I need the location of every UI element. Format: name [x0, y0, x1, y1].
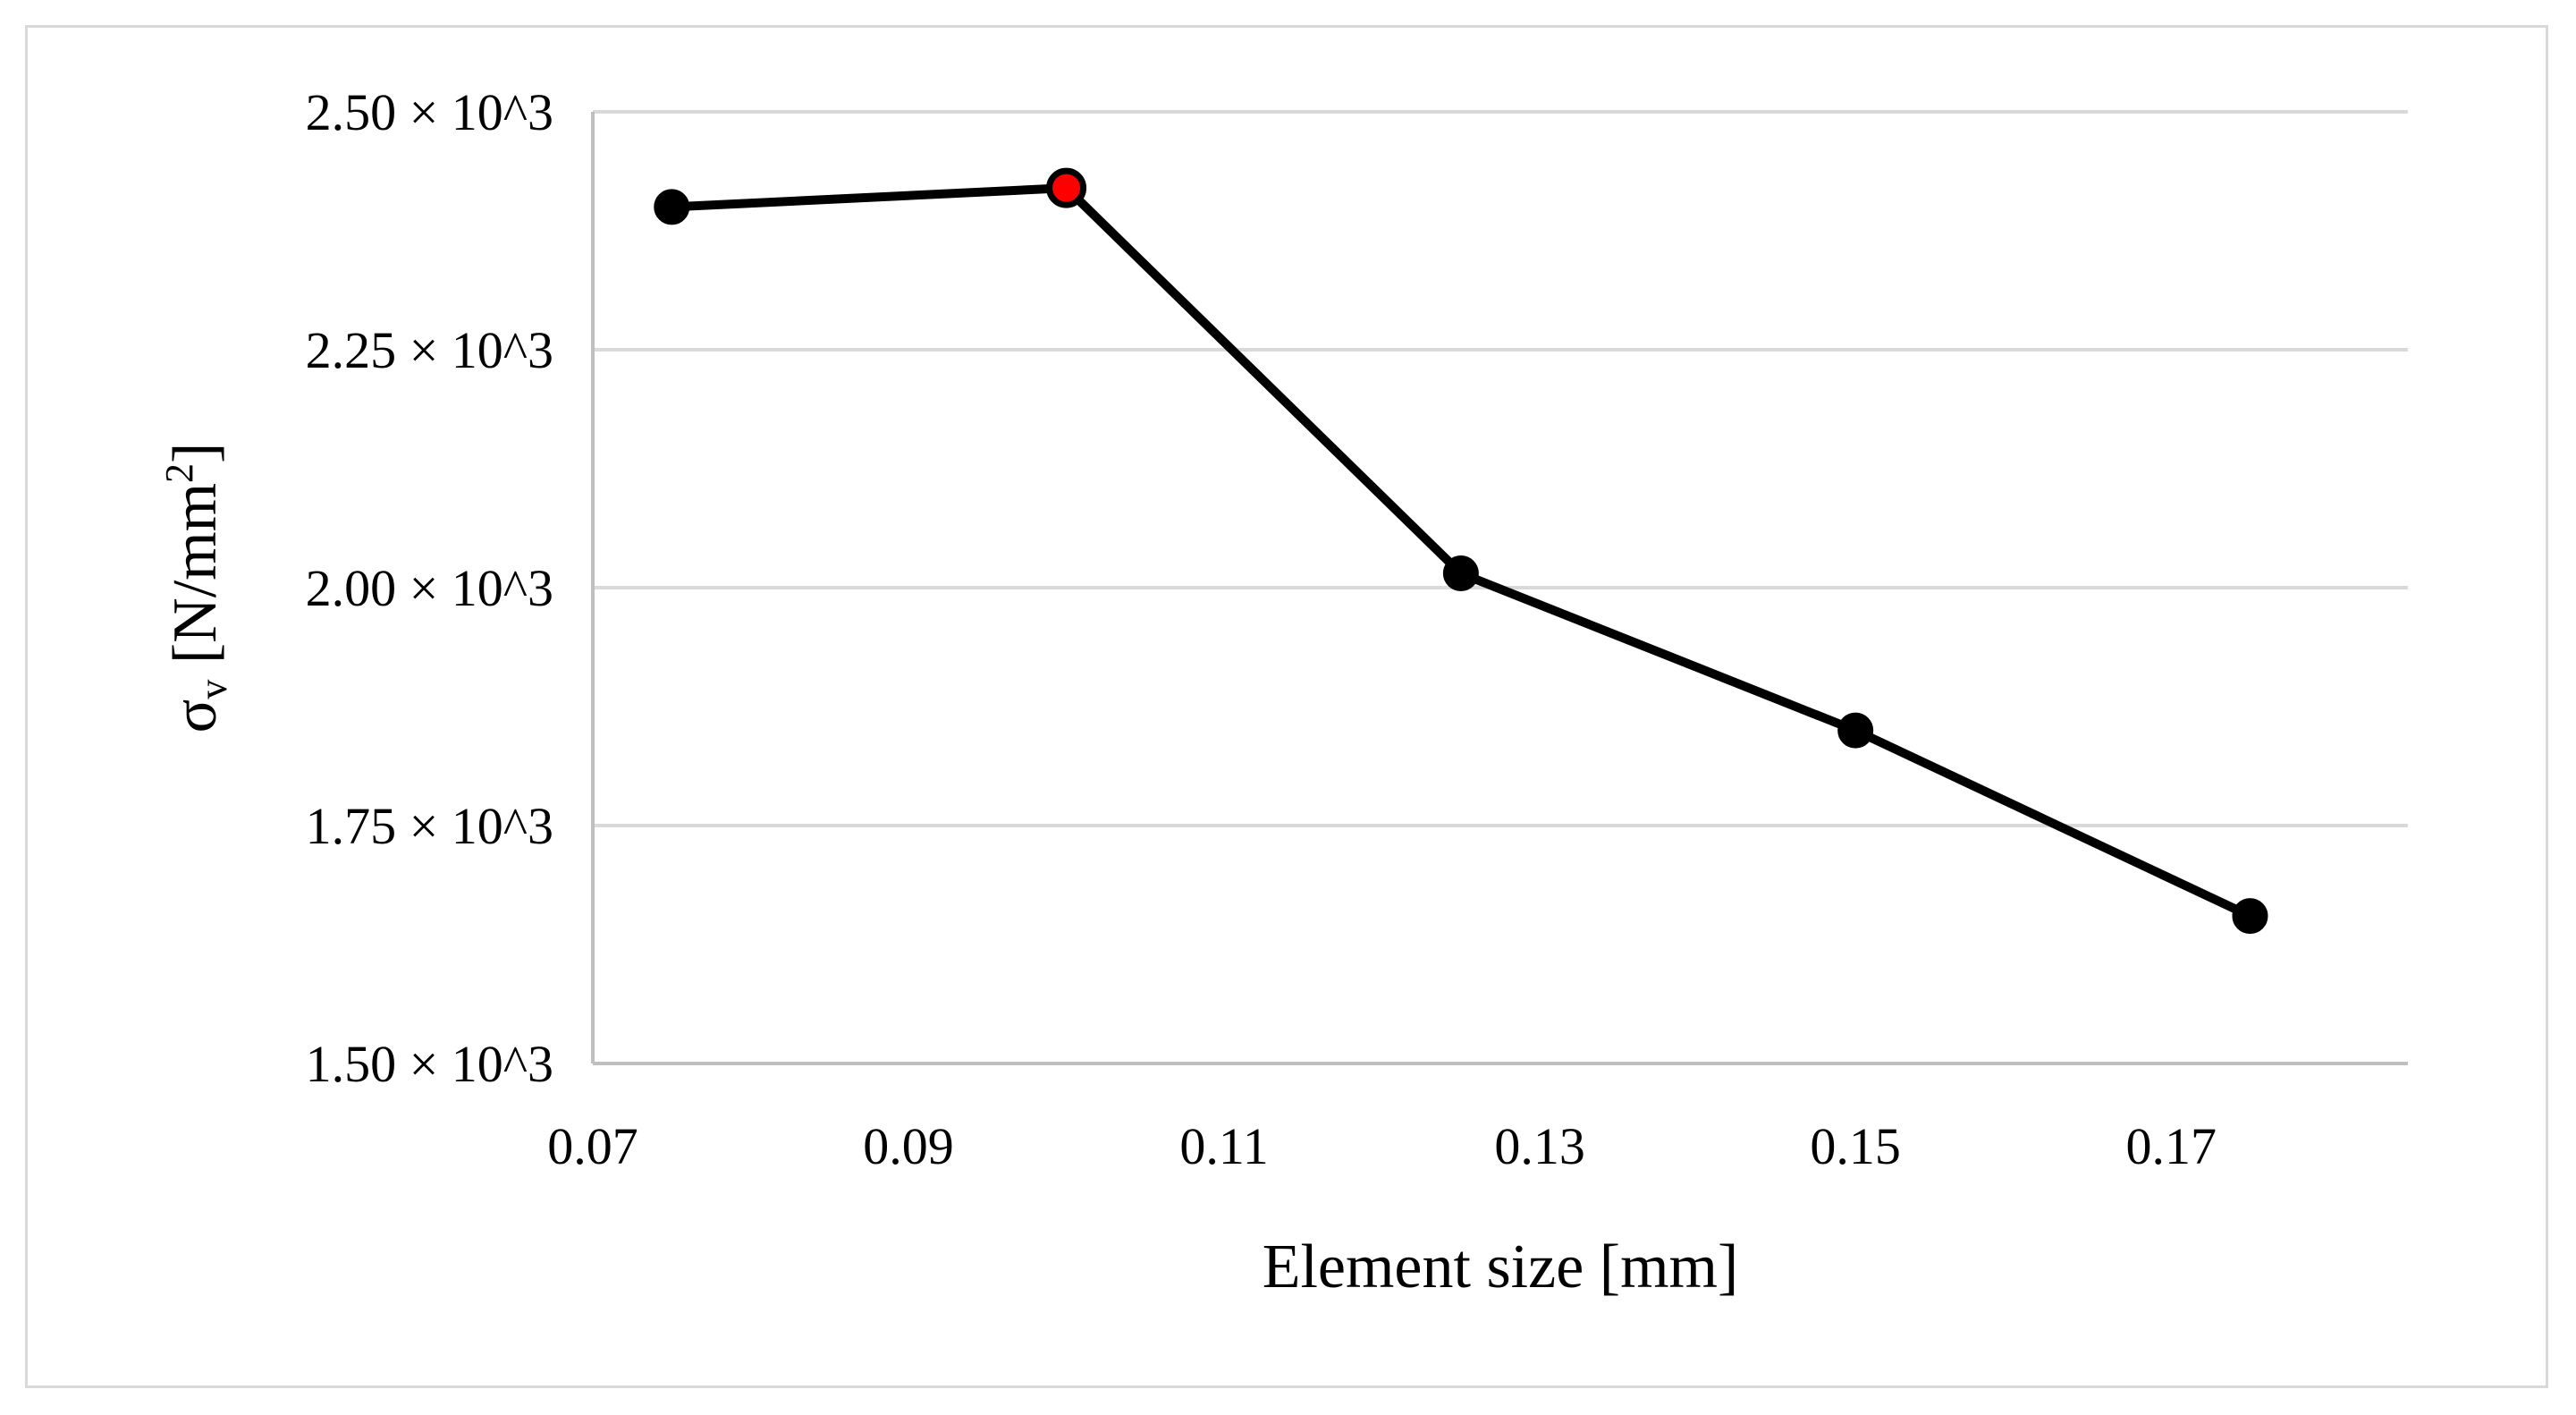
- x-tick-label: 0.17: [2125, 1117, 2217, 1175]
- y-axis-subscript: v: [191, 680, 235, 699]
- gridlines: [593, 110, 2408, 827]
- series-line: [667, 183, 2255, 921]
- y-axis-unit-power: 2: [157, 463, 201, 483]
- data-point-highlighted: [1046, 167, 1087, 208]
- y-axis-title: σv [N/mm2]: [157, 443, 235, 733]
- data-point: [1837, 712, 1874, 749]
- x-tick-label: 0.11: [1179, 1117, 1268, 1175]
- y-tick-label: 2.50 × 10^3: [306, 83, 553, 141]
- axis-titles: Element size [mm] σv [N/mm2]: [157, 443, 1738, 1301]
- y-axis-unit-close: ]: [161, 443, 230, 463]
- data-point: [654, 189, 690, 225]
- data-point: [1442, 555, 1479, 592]
- x-tick-label: 0.13: [1494, 1117, 1585, 1175]
- x-tick-labels: 0.07 0.09 0.11 0.13 0.15 0.17: [547, 1117, 2217, 1175]
- y-axis-unit: [N/mm: [161, 483, 230, 680]
- y-tick-label: 1.50 × 10^3: [306, 1035, 553, 1093]
- x-tick-label: 0.07: [547, 1117, 638, 1175]
- y-tick-labels: 1.50 × 10^3 1.75 × 10^3 2.00 × 10^3 2.25 × …: [306, 83, 553, 1093]
- line-chart: 1.50 × 10^3 1.75 × 10^3 2.00 × 10^3 2.25 × …: [157, 83, 2408, 1301]
- axes: [591, 112, 2408, 1065]
- series: [654, 167, 2268, 935]
- x-tick-label: 0.09: [863, 1117, 954, 1175]
- y-tick-label: 2.00 × 10^3: [306, 559, 553, 617]
- y-tick-label: 1.75 × 10^3: [306, 797, 553, 855]
- x-axis-title: Element size [mm]: [1263, 1233, 1739, 1301]
- x-tick-label: 0.15: [1810, 1117, 1901, 1175]
- data-point: [2232, 898, 2268, 935]
- y-tick-label: 2.25 × 10^3: [306, 321, 553, 379]
- chart-frame: 1.50 × 10^3 1.75 × 10^3 2.00 × 10^3 2.25 × …: [25, 25, 2548, 1388]
- y-axis-symbol: σ: [161, 699, 230, 733]
